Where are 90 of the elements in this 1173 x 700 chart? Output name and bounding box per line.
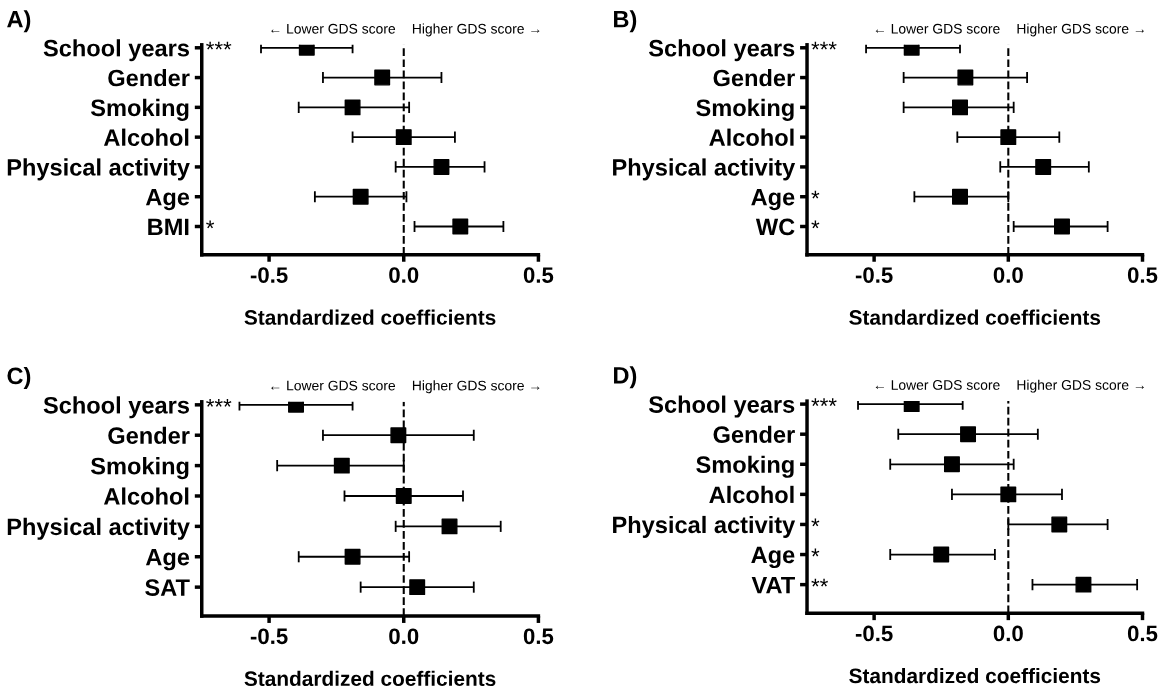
x-tick-label: -0.5 [250, 267, 288, 283]
text: ← Lower GDS score [271, 23, 396, 34]
point [933, 546, 950, 563]
point [943, 456, 960, 473]
point [960, 426, 977, 443]
point [441, 518, 458, 535]
x-tick-label: 0.5 [1127, 625, 1158, 642]
point [395, 129, 412, 146]
y-tick-label: Smoking [696, 455, 794, 478]
y-tick-label: Gender [713, 69, 795, 87]
y-tick-label: Smoking [90, 98, 189, 121]
x-tick-label: 0.5 [523, 628, 554, 645]
y-tick-label: School years [43, 396, 189, 419]
point [1000, 486, 1017, 503]
annotation: *** [811, 398, 837, 406]
chart-title: B) [614, 10, 637, 33]
y-tick-label: School years [648, 395, 795, 418]
y-tick-label: WC [755, 218, 795, 236]
text: ← Lower GDS score [875, 23, 1000, 34]
annotation: * [811, 220, 820, 229]
point [409, 579, 426, 596]
point [390, 427, 407, 444]
y-tick-label: Smoking [90, 457, 189, 480]
point [1051, 516, 1068, 533]
point [333, 457, 350, 474]
y-tick-label: Alcohol [103, 128, 189, 146]
y-tick-label: BMI [148, 218, 189, 236]
point [374, 69, 391, 86]
point [1054, 218, 1070, 235]
annotation: * [811, 518, 820, 527]
chart-title: A) [7, 10, 31, 33]
annotation: * [811, 548, 820, 557]
y-tick-label: VAT [751, 576, 795, 594]
x-tick-label: 0.0 [389, 267, 419, 283]
x-tick-label: 0.0 [389, 628, 419, 645]
x-tick-label: 0.0 [993, 267, 1023, 283]
y-tick-label: Age [751, 188, 795, 211]
y-tick-label: Physical activity [7, 517, 190, 540]
point [952, 188, 968, 205]
point [952, 99, 968, 116]
text: ← Lower GDS score [875, 380, 1000, 390]
y-tick-label: Alcohol [709, 128, 794, 146]
y-tick-label: Smoking [696, 98, 794, 121]
point [344, 548, 361, 565]
point [395, 488, 412, 504]
point [1035, 158, 1052, 175]
y-tick-label: Physical activity [7, 158, 190, 181]
text: Higher GDS score → [1017, 379, 1144, 393]
y-tick-label: School years [43, 39, 189, 62]
x-axis-title: Standardized coefficients [244, 670, 496, 687]
point [352, 188, 369, 205]
annotation: *** [206, 41, 232, 50]
y-tick-label: Age [145, 549, 190, 571]
point [452, 218, 469, 235]
y-tick-label: Physical activity [613, 515, 796, 538]
text: Higher GDS score → [412, 380, 540, 394]
x-tick-label: 0.5 [1127, 267, 1158, 283]
chart-title: D) [614, 366, 637, 389]
y-tick-label: Age [751, 546, 795, 569]
y-tick-label: Alcohol [709, 485, 794, 504]
y-tick-label: Gender [713, 425, 795, 443]
x-axis-title: Standardized coefficients [849, 667, 1101, 684]
text: ← Lower GDS score [271, 380, 396, 391]
y-tick-label: Physical activity [613, 158, 796, 181]
annotation: ** [811, 578, 828, 587]
annotation: * [811, 190, 820, 199]
y-tick-label: Gender [108, 69, 190, 87]
point [344, 99, 361, 116]
x-tick-label: 0.0 [993, 625, 1023, 642]
x-tick-label: 0.5 [523, 267, 554, 283]
point [1075, 576, 1092, 593]
x-tick-label: -0.5 [855, 267, 893, 283]
y-tick-label: Gender [108, 426, 190, 445]
annotation: *** [811, 41, 837, 50]
y-tick-label: SAT [145, 579, 190, 596]
chart-title: C) [7, 366, 31, 389]
y-tick-label: Alcohol [103, 487, 189, 505]
annotation: * [206, 220, 215, 229]
text: Higher GDS score → [1017, 23, 1144, 37]
x-axis-title: Standardized coefficients [849, 309, 1101, 325]
y-tick-label: Age [145, 188, 190, 211]
point [433, 158, 450, 175]
text: Higher GDS score → [412, 23, 540, 37]
x-tick-label: -0.5 [855, 625, 893, 642]
x-tick-label: -0.5 [250, 628, 288, 645]
x-axis-title: Standardized coefficients [244, 309, 496, 325]
annotation: *** [206, 398, 232, 407]
point [957, 69, 974, 86]
point [1000, 129, 1017, 146]
y-tick-label: School years [648, 39, 795, 62]
